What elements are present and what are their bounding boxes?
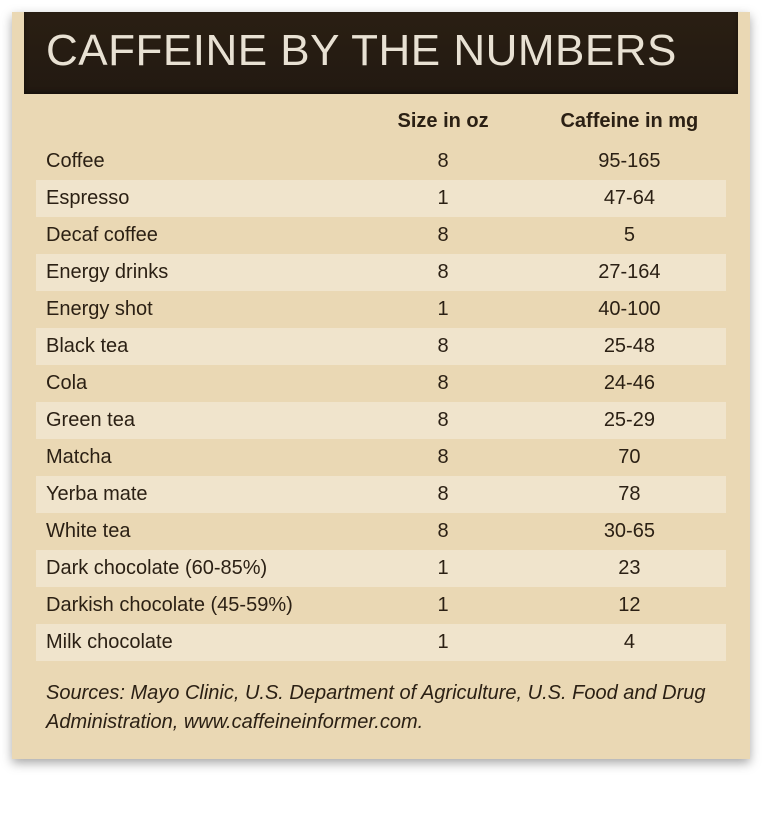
cell-caffeine: 47-64 xyxy=(533,180,726,217)
cell-name: Green tea xyxy=(36,402,353,439)
cell-size: 8 xyxy=(353,143,532,180)
table-body: Coffee895-165Espresso147-64Decaf coffee8… xyxy=(36,143,726,661)
cell-name: Milk chocolate xyxy=(36,624,353,661)
cell-size: 8 xyxy=(353,513,532,550)
cell-name: Decaf coffee xyxy=(36,217,353,254)
cell-size: 1 xyxy=(353,291,532,328)
cell-name: Energy drinks xyxy=(36,254,353,291)
caffeine-card: CAFFEINE BY THE NUMBERS Size in oz Caffe… xyxy=(12,12,750,759)
cell-caffeine: 27-164 xyxy=(533,254,726,291)
table-row: Decaf coffee85 xyxy=(36,217,726,254)
table-row: Espresso147-64 xyxy=(36,180,726,217)
cell-caffeine: 95-165 xyxy=(533,143,726,180)
cell-caffeine: 40-100 xyxy=(533,291,726,328)
table-row: Energy shot140-100 xyxy=(36,291,726,328)
cell-size: 8 xyxy=(353,365,532,402)
cell-size: 1 xyxy=(353,587,532,624)
table-row: Yerba mate878 xyxy=(36,476,726,513)
col-header-name xyxy=(36,102,353,143)
cell-size: 1 xyxy=(353,550,532,587)
table-row: Black tea825-48 xyxy=(36,328,726,365)
cell-caffeine: 25-48 xyxy=(533,328,726,365)
col-header-size: Size in oz xyxy=(353,102,532,143)
cell-caffeine: 12 xyxy=(533,587,726,624)
table-row: Matcha870 xyxy=(36,439,726,476)
cell-name: Black tea xyxy=(36,328,353,365)
cell-name: Cola xyxy=(36,365,353,402)
cell-name: Yerba mate xyxy=(36,476,353,513)
cell-name: Dark chocolate (60-85%) xyxy=(36,550,353,587)
caffeine-table: Size in oz Caffeine in mg Coffee895-165E… xyxy=(36,102,726,661)
cell-name: Espresso xyxy=(36,180,353,217)
table-row: Cola824-46 xyxy=(36,365,726,402)
cell-caffeine: 24-46 xyxy=(533,365,726,402)
cell-size: 8 xyxy=(353,476,532,513)
cell-size: 8 xyxy=(353,439,532,476)
cell-size: 8 xyxy=(353,217,532,254)
cell-caffeine: 30-65 xyxy=(533,513,726,550)
caffeine-table-wrap: Size in oz Caffeine in mg Coffee895-165E… xyxy=(36,102,726,661)
cell-size: 8 xyxy=(353,402,532,439)
cell-caffeine: 70 xyxy=(533,439,726,476)
cell-size: 1 xyxy=(353,624,532,661)
cell-caffeine: 5 xyxy=(533,217,726,254)
cell-caffeine: 23 xyxy=(533,550,726,587)
cell-size: 8 xyxy=(353,328,532,365)
col-header-caffeine: Caffeine in mg xyxy=(533,102,726,143)
cell-size: 1 xyxy=(353,180,532,217)
table-row: White tea830-65 xyxy=(36,513,726,550)
title-bar: CAFFEINE BY THE NUMBERS xyxy=(24,12,738,94)
cell-name: Energy shot xyxy=(36,291,353,328)
sources-text: Sources: Mayo Clinic, U.S. Department of… xyxy=(46,679,716,737)
table-row: Energy drinks827-164 xyxy=(36,254,726,291)
cell-name: White tea xyxy=(36,513,353,550)
table-row: Green tea825-29 xyxy=(36,402,726,439)
table-row: Coffee895-165 xyxy=(36,143,726,180)
cell-name: Matcha xyxy=(36,439,353,476)
table-header-row: Size in oz Caffeine in mg xyxy=(36,102,726,143)
cell-caffeine: 4 xyxy=(533,624,726,661)
cell-size: 8 xyxy=(353,254,532,291)
table-row: Darkish chocolate (45-59%)112 xyxy=(36,587,726,624)
table-row: Milk chocolate14 xyxy=(36,624,726,661)
cell-caffeine: 25-29 xyxy=(533,402,726,439)
cell-name: Coffee xyxy=(36,143,353,180)
cell-caffeine: 78 xyxy=(533,476,726,513)
table-row: Dark chocolate (60-85%)123 xyxy=(36,550,726,587)
cell-name: Darkish chocolate (45-59%) xyxy=(36,587,353,624)
